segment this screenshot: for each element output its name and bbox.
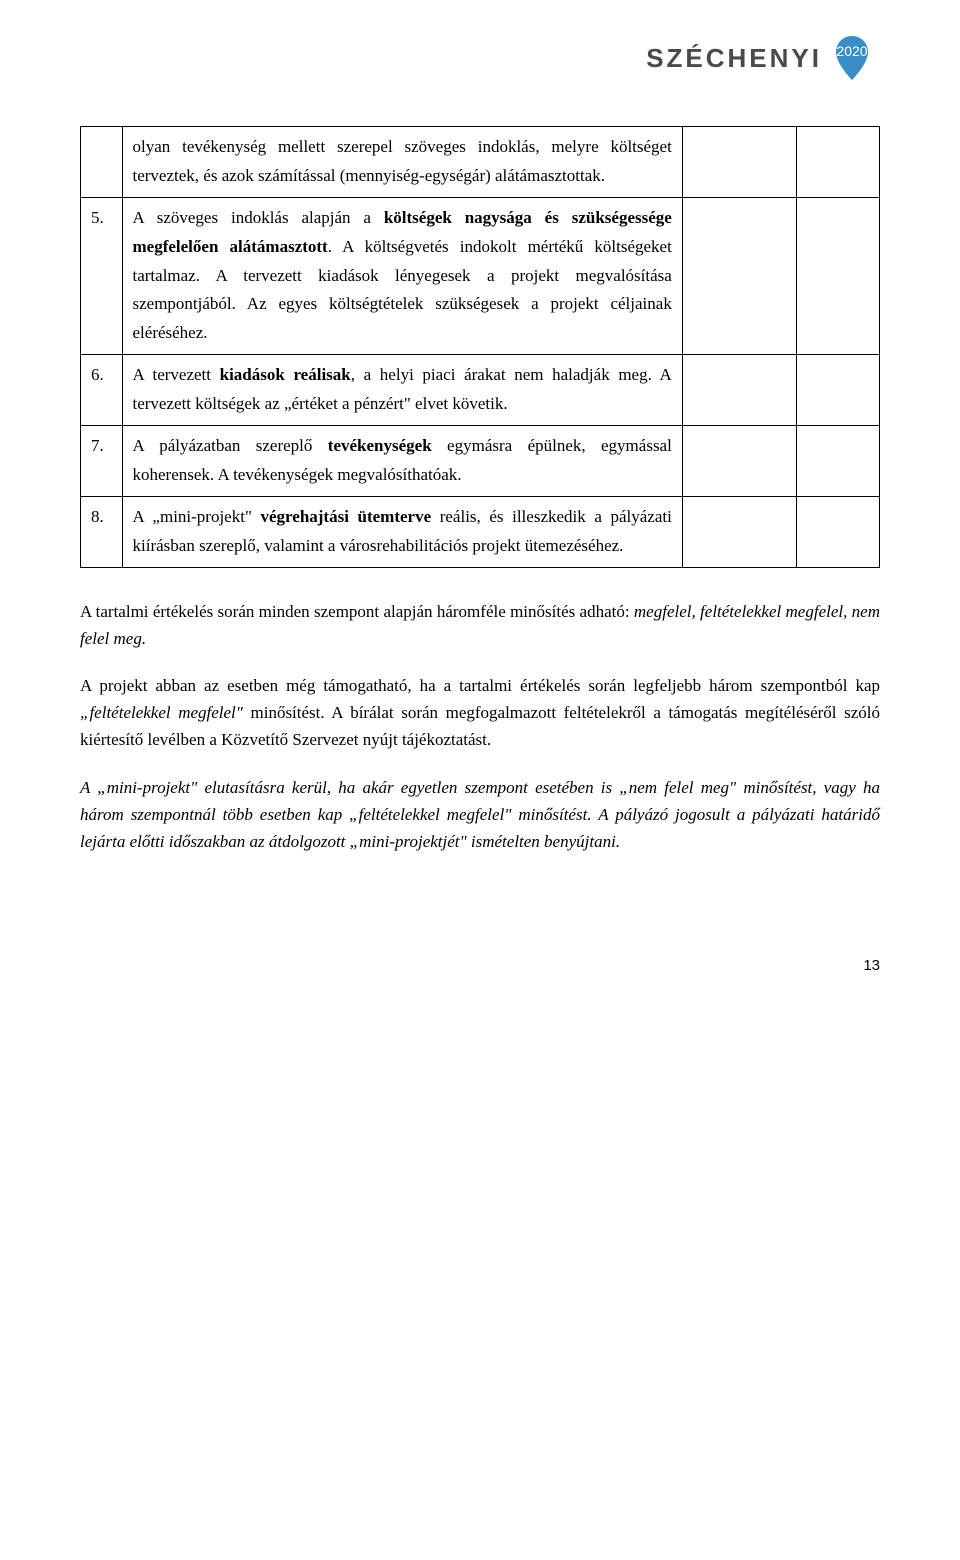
row-description: A „mini-projekt" végrehajtási ütemterve … [122,496,682,567]
page-number: 13 [80,955,880,978]
logo-pin-icon: 2020 [822,30,880,86]
row-number: 5. [81,197,123,354]
row-description: A tervezett kiadások reálisak, a helyi p… [122,355,682,426]
row-empty-col1 [682,197,796,354]
row-number: 7. [81,426,123,497]
p2-part1: A projekt abban az esetben még támogatha… [80,676,880,695]
table-row: 6.A tervezett kiadások reálisak, a helyi… [81,355,880,426]
row-empty-col2 [796,496,879,567]
paragraph-1: A tartalmi értékelés során minden szempo… [80,598,880,652]
row-empty-col1 [682,355,796,426]
row-number: 6. [81,355,123,426]
header-logo: SZÉCHENYI 2020 [80,30,880,86]
row-empty-col2 [796,426,879,497]
table-row: olyan tevékenység mellett szerepel szöve… [81,127,880,198]
row-empty-col1 [682,127,796,198]
row-empty-col1 [682,426,796,497]
table-row: 5.A szöveges indoklás alapján a költsége… [81,197,880,354]
row-description: A szöveges indoklás alapján a költségek … [122,197,682,354]
row-number [81,127,123,198]
paragraph-2: A projekt abban az esetben még támogatha… [80,672,880,754]
row-number: 8. [81,496,123,567]
row-empty-col2 [796,127,879,198]
svg-text:2020: 2020 [836,43,867,59]
logo-text: SZÉCHENYI [646,39,822,78]
row-description: olyan tevékenység mellett szerepel szöve… [122,127,682,198]
p2-italic1: „feltételekkel megfelel" [80,703,243,722]
row-empty-col1 [682,496,796,567]
paragraph-3: A „mini-projekt" elutasításra kerül, ha … [80,774,880,856]
p1-pre: A tartalmi értékelés során minden szempo… [80,602,634,621]
criteria-table: olyan tevékenység mellett szerepel szöve… [80,126,880,568]
row-empty-col2 [796,355,879,426]
table-row: 7.A pályázatban szereplő tevékenységek e… [81,426,880,497]
row-empty-col2 [796,197,879,354]
row-description: A pályázatban szereplő tevékenységek egy… [122,426,682,497]
table-row: 8.A „mini-projekt" végrehajtási ütemterv… [81,496,880,567]
